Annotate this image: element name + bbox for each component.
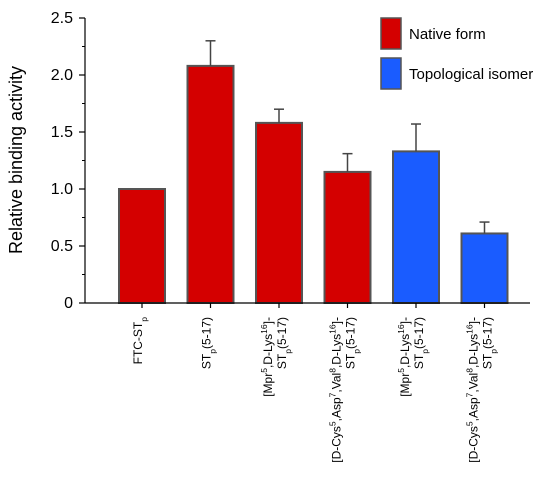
category-labels: FTC-STpSTp(5-17)[Mpr5,D-Lys16]-STp(5-17)… <box>131 317 499 463</box>
x-axis <box>85 302 530 308</box>
bar-group <box>186 40 235 304</box>
bar <box>323 170 372 304</box>
x-tick-label: [Mpr5,D-Lys16]- <box>259 317 275 397</box>
legend: Native form Topological isomer <box>380 17 533 90</box>
x-tick-label: [D-Cys5,Asp7,Val8,D-Lys16]- <box>465 317 481 463</box>
bar <box>118 188 166 304</box>
y-tick-label: 1.5 <box>51 124 73 141</box>
bars <box>118 40 509 305</box>
bar-group <box>460 221 509 305</box>
legend-label: Native form <box>409 26 486 43</box>
x-tick-label: STp(5-17) <box>412 317 430 369</box>
legend-item: Native form <box>380 17 486 50</box>
y-axis-title: Relative binding activity <box>6 66 26 254</box>
x-tick-label: STp(5-17) <box>200 317 218 369</box>
y-tick-label: 2.0 <box>51 67 73 84</box>
x-tick-label: STp(5-17) <box>344 317 362 369</box>
bar <box>460 232 509 305</box>
bar <box>255 121 303 304</box>
bar-group <box>255 108 303 304</box>
bar <box>186 64 235 304</box>
x-tick-label: STp(5-17) <box>481 317 499 369</box>
bar <box>392 150 440 304</box>
bar-group <box>392 123 440 304</box>
x-tick-label: [Mpr5,D-Lys16]- <box>396 317 412 397</box>
y-axis: 0 0.5 1.0 1.5 2.0 2.5 <box>51 10 86 312</box>
legend-item: Topological isomer <box>380 57 533 90</box>
bar-group <box>323 152 372 304</box>
legend-swatch <box>380 17 402 50</box>
x-tick-label: STp(5-17) <box>275 317 293 369</box>
legend-swatch <box>380 57 402 90</box>
bar-group <box>118 188 166 304</box>
x-tick-label: [D-Cys5,Asp7,Val8,D-Lys16]- <box>328 317 344 463</box>
y-tick-label: 2.5 <box>51 10 73 27</box>
x-tick-label: FTC-STp <box>131 317 149 365</box>
y-tick-label: 1.0 <box>51 181 73 198</box>
legend-label: Topological isomer <box>409 66 533 83</box>
y-tick-label: 0.5 <box>51 238 73 255</box>
y-tick-label: 0 <box>64 295 73 312</box>
